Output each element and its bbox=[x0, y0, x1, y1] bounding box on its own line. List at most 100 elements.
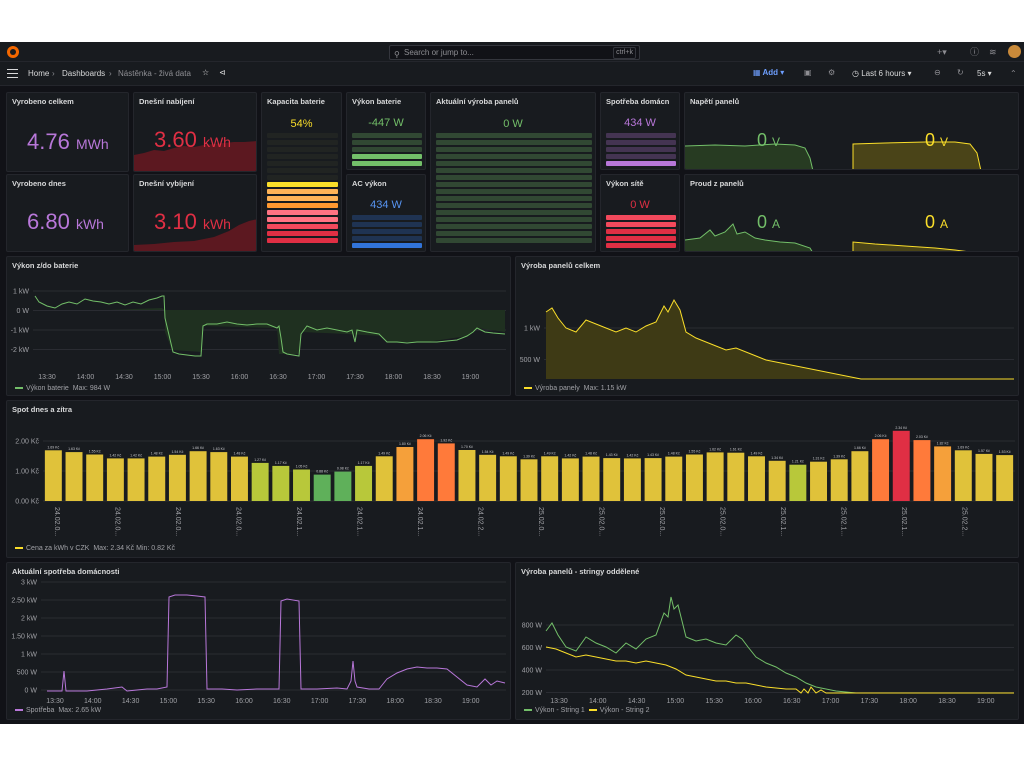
price-bar[interactable] bbox=[727, 452, 745, 501]
price-bar[interactable] bbox=[830, 459, 848, 501]
price-bar[interactable] bbox=[355, 465, 373, 501]
refresh-interval-picker[interactable]: 5s ▾ bbox=[977, 69, 992, 78]
panel-spot-dnes-a-zitra[interactable]: Spot dnes a zítra 2.00 Kč 1.00 Kč 0.00 Kč 1… bbox=[6, 400, 1019, 558]
price-bar[interactable] bbox=[582, 456, 600, 501]
save-icon[interactable]: ▣ bbox=[804, 68, 812, 77]
price-bar[interactable] bbox=[520, 459, 538, 501]
price-bar[interactable] bbox=[851, 451, 869, 501]
breadcrumb-home[interactable]: Home bbox=[28, 69, 50, 78]
price-bar[interactable] bbox=[872, 439, 890, 501]
price-bar[interactable] bbox=[685, 454, 703, 502]
price-bar[interactable] bbox=[458, 450, 476, 501]
panel-kapacita-baterie[interactable]: Kapacita baterie 54% bbox=[261, 92, 342, 252]
panel-spotreba-domacn[interactable]: Spotřeba domácn 434 W bbox=[600, 92, 680, 170]
production-legend[interactable]: Výroba panely Max: 1.15 kW bbox=[524, 385, 626, 392]
price-bar[interactable] bbox=[251, 462, 269, 501]
price-bar[interactable] bbox=[127, 458, 145, 501]
price-bar[interactable] bbox=[396, 447, 414, 501]
panel-vyrobeno-dnes[interactable]: Vyrobeno dnes 6.80 kWh bbox=[6, 174, 129, 252]
bar-value-label: 1.62 Kč bbox=[709, 447, 721, 451]
rss-icon[interactable]: ≋ bbox=[989, 47, 997, 57]
refresh-icon[interactable]: ↻ bbox=[957, 68, 964, 77]
panel-vykon-site[interactable]: Výkon sítě 0 W bbox=[600, 174, 680, 252]
price-bar[interactable] bbox=[148, 456, 166, 501]
price-bar[interactable] bbox=[706, 452, 724, 501]
price-bar[interactable] bbox=[44, 450, 62, 501]
x-tick-label: 24.02.0... bbox=[114, 507, 121, 536]
price-bar[interactable] bbox=[479, 454, 497, 501]
price-bar[interactable] bbox=[417, 439, 435, 501]
panel-vykon-baterie[interactable]: Výkon baterie -447 W bbox=[346, 92, 426, 170]
add-button[interactable]: ▦ Add ▾ bbox=[753, 68, 785, 77]
panel-dnesni-vybijeni[interactable]: Dnešní vybíjení 3.10 kWh bbox=[133, 174, 257, 252]
bar-value-label: 1.43 Kč bbox=[647, 453, 659, 457]
collapse-icon[interactable]: ⌃ bbox=[1010, 69, 1017, 78]
price-bar[interactable] bbox=[230, 456, 248, 501]
plus-icon[interactable]: +▾ bbox=[937, 47, 947, 57]
price-bar[interactable] bbox=[810, 461, 828, 501]
menu-icon[interactable] bbox=[7, 69, 18, 78]
price-bar[interactable] bbox=[272, 465, 290, 501]
grafana-logo-icon[interactable] bbox=[7, 46, 19, 58]
x-tick-label: 17:30 bbox=[349, 698, 367, 705]
time-range-picker[interactable]: ◷ Last 6 hours ▾ bbox=[852, 69, 912, 78]
search-input[interactable]: ⚲ Search or jump to... ctrl+k bbox=[389, 45, 640, 60]
price-bar[interactable] bbox=[210, 452, 228, 501]
price-bar[interactable] bbox=[375, 456, 393, 501]
panel-aktualni-spotreba[interactable]: Aktuální spotřeba domácnosti 3 kW 2.50 kW… bbox=[6, 562, 511, 720]
price-bar[interactable] bbox=[892, 430, 910, 501]
price-bar[interactable] bbox=[293, 469, 310, 502]
spot-legend[interactable]: Cena za kWh v CZK Max: 2.34 Kč Min: 0.82… bbox=[15, 545, 175, 552]
breadcrumb-dashboards[interactable]: Dashboards bbox=[62, 69, 106, 78]
x-tick-label: 16:30 bbox=[783, 698, 801, 705]
avatar[interactable] bbox=[1008, 45, 1021, 58]
bar-value-label: 2.06 Kč bbox=[420, 434, 432, 438]
strings-legend[interactable]: Výkon - String 1 Výkon - String 2 bbox=[524, 707, 650, 714]
price-bar[interactable] bbox=[561, 458, 579, 501]
breadcrumb-current: Nástěnka - živá data bbox=[118, 69, 191, 78]
price-bar[interactable] bbox=[86, 454, 104, 502]
share-icon[interactable]: ⊲ bbox=[219, 68, 226, 77]
price-bar[interactable] bbox=[603, 458, 621, 501]
gear-icon[interactable]: ⚙ bbox=[828, 68, 836, 77]
consumption-legend[interactable]: Spotřeba Max: 2.65 kW bbox=[15, 707, 101, 714]
panel-dnesni-nabijeni[interactable]: Dnešní nabíjení 3.60 kWh bbox=[133, 92, 257, 172]
price-bar[interactable] bbox=[334, 471, 352, 501]
price-bar[interactable] bbox=[623, 458, 641, 501]
price-bar[interactable] bbox=[996, 455, 1014, 501]
panel-napeti-panelu[interactable]: Napětí panelů 0 V 0 V bbox=[684, 92, 1019, 170]
price-bar[interactable] bbox=[975, 453, 993, 501]
panel-aktualni-vyroba[interactable]: Aktuální výroba panelů 0 W bbox=[430, 92, 596, 252]
price-bar[interactable] bbox=[954, 450, 972, 501]
current-string1-value: 0 A bbox=[757, 212, 781, 232]
price-bar[interactable] bbox=[934, 446, 952, 501]
star-icon[interactable]: ☆ bbox=[202, 68, 210, 77]
panel-title: Aktuální spotřeba domácnosti bbox=[12, 567, 120, 576]
price-bar[interactable] bbox=[313, 474, 331, 501]
price-bar[interactable] bbox=[913, 440, 931, 501]
price-bar[interactable] bbox=[65, 452, 83, 501]
zoom-out-icon[interactable]: ⊖ bbox=[934, 68, 941, 77]
price-bar[interactable] bbox=[437, 443, 455, 501]
panel-vyrobeno-celkem[interactable]: Vyrobeno celkem 4.76 MWh bbox=[6, 92, 129, 172]
panel-vykon-baterie-chart[interactable]: Výkon z/do baterie 1 kW 0 W -1 kW -2 kW 13:3… bbox=[6, 256, 511, 396]
gauge-segment bbox=[267, 161, 338, 166]
panel-proud-z-panelu[interactable]: Proud z panelů 0 A 0 A bbox=[684, 174, 1019, 252]
price-bar[interactable] bbox=[168, 454, 186, 501]
price-bar[interactable] bbox=[665, 456, 683, 501]
panel-ac-vykon[interactable]: AC výkon 434 W bbox=[346, 174, 426, 252]
price-bar[interactable] bbox=[189, 451, 207, 501]
price-bar[interactable] bbox=[768, 460, 786, 501]
price-bar[interactable] bbox=[748, 456, 765, 501]
gauge-segment bbox=[267, 140, 338, 145]
price-bar[interactable] bbox=[499, 456, 517, 501]
panel-stringy-oddelene[interactable]: Výroba panelů - stringy oddělené 800 W 60… bbox=[515, 562, 1019, 720]
help-icon[interactable]: ⓘ bbox=[970, 47, 980, 57]
price-bar[interactable] bbox=[789, 464, 807, 501]
price-bar[interactable] bbox=[106, 458, 124, 501]
price-bar[interactable] bbox=[541, 456, 559, 501]
price-bar[interactable] bbox=[644, 458, 662, 501]
battery-legend[interactable]: Výkon baterie Max: 984 W bbox=[15, 385, 110, 392]
gauge-segment bbox=[436, 217, 592, 222]
